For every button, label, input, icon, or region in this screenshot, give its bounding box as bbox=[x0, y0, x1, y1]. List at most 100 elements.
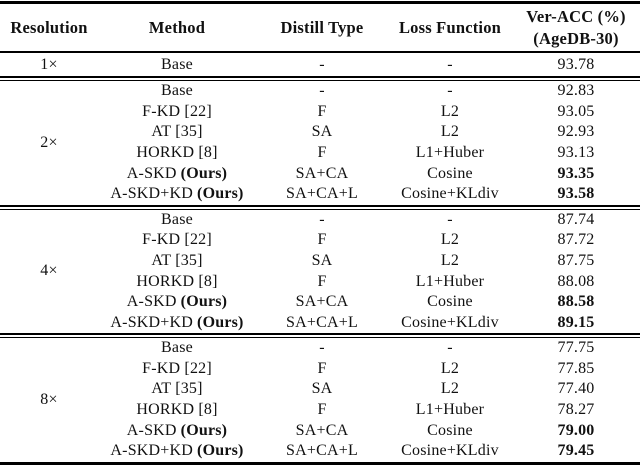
section-divider-rule bbox=[0, 333, 640, 338]
loss-function-cell: L2 bbox=[440, 359, 460, 377]
method-cell: A-SKD (Ours) bbox=[98, 165, 256, 183]
method-name: A-SKD+KD bbox=[110, 442, 194, 460]
loss-function-cell: L1+Huber bbox=[415, 401, 485, 419]
header-ver-acc: Ver-ACC (%) (AgeDB-30) bbox=[512, 6, 640, 50]
loss-function-cell: Cosine+KLdiv bbox=[401, 185, 499, 203]
loss-function-cell: L2 bbox=[440, 102, 460, 120]
section-divider-rule bbox=[0, 204, 640, 210]
method-cell: Base bbox=[98, 56, 256, 74]
table-row: A-SKD+KD (Ours) SA+CA+L Cosine+KLdiv 79.45 bbox=[98, 441, 640, 462]
table-row: F-KD [22] F L2 87.72 bbox=[98, 230, 640, 251]
loss-function-cell: L1+Huber bbox=[415, 272, 485, 290]
loss-function-cell: - bbox=[447, 82, 453, 100]
table-row: Base - - 77.75 bbox=[98, 338, 640, 359]
distill-type-cell: SA+CA+L bbox=[286, 313, 358, 331]
table-row: Base - - 92.83 bbox=[98, 81, 640, 102]
resolution-section: 4× Base - - 87.74 F-KD [22] F L2 87.72 AT [35] SA L… bbox=[0, 210, 640, 334]
distill-type-cell: SA bbox=[311, 251, 333, 269]
resolution-section: 1× Base - - 93.78 bbox=[0, 53, 640, 76]
method-name: F-KD [22] bbox=[142, 102, 212, 120]
method-ours-suffix: (Ours) bbox=[180, 421, 228, 439]
loss-function-cell: - bbox=[447, 210, 453, 228]
method-ours-suffix: (Ours) bbox=[197, 313, 244, 331]
loss-function-cell: Cosine bbox=[427, 164, 473, 182]
distill-type-cell: - bbox=[319, 55, 325, 73]
resolution-label: 1× bbox=[40, 55, 58, 73]
method-ours-suffix: (Ours) bbox=[197, 442, 244, 460]
header-distill-type: Distill Type bbox=[280, 17, 364, 37]
section-rows: Base - - 77.75 F-KD [22] F L2 77.85 AT [35] SA L2 7… bbox=[98, 338, 640, 462]
section-divider-rule bbox=[0, 76, 640, 81]
loss-function-cell: L1+Huber bbox=[415, 144, 485, 162]
loss-function-cell: - bbox=[447, 55, 453, 73]
method-cell: A-SKD (Ours) bbox=[98, 293, 256, 311]
ver-acc-cell: 93.58 bbox=[557, 185, 595, 203]
ver-acc-cell: 77.75 bbox=[557, 339, 595, 357]
method-cell: AT [35] bbox=[98, 252, 256, 270]
ver-acc-cell: 77.40 bbox=[557, 380, 595, 398]
distill-type-cell: - bbox=[319, 210, 325, 228]
method-name: HORKD [8] bbox=[136, 272, 218, 290]
method-cell: HORKD [8] bbox=[98, 144, 256, 162]
method-cell: Base bbox=[98, 82, 256, 100]
table-row: A-SKD (Ours) SA+CA Cosine 79.00 bbox=[98, 420, 640, 441]
ver-acc-cell: 78.27 bbox=[557, 401, 595, 419]
method-name: F-KD [22] bbox=[142, 359, 212, 377]
ver-acc-cell: 93.78 bbox=[557, 55, 595, 73]
method-name: Base bbox=[161, 82, 193, 100]
header-ver-acc-line2: (AgeDB-30) bbox=[533, 28, 619, 48]
header-resolution: Resolution bbox=[10, 17, 88, 37]
ver-acc-cell: 87.75 bbox=[557, 251, 595, 269]
table-row: AT [35] SA L2 92.93 bbox=[98, 122, 640, 143]
ver-acc-cell: 77.85 bbox=[557, 359, 595, 377]
section-rows: Base - - 87.74 F-KD [22] F L2 87.72 AT [35] SA L2 8… bbox=[98, 210, 640, 334]
distill-type-cell: SA+CA bbox=[295, 421, 349, 439]
distill-type-cell: - bbox=[319, 82, 325, 100]
section-rows: Base - - 92.83 F-KD [22] F L2 93.05 AT [35] SA L2 9… bbox=[98, 81, 640, 205]
table-row: Base - - 93.78 bbox=[98, 53, 640, 76]
method-name: AT [35] bbox=[151, 380, 203, 398]
distill-type-cell: SA+CA+L bbox=[286, 185, 358, 203]
method-ours-suffix: (Ours) bbox=[197, 185, 244, 203]
table-row: AT [35] SA L2 87.75 bbox=[98, 251, 640, 272]
method-cell: F-KD [22] bbox=[98, 103, 256, 121]
table-row: HORKD [8] F L1+Huber 78.27 bbox=[98, 400, 640, 421]
method-name: F-KD [22] bbox=[142, 231, 212, 249]
distill-type-cell: - bbox=[319, 339, 325, 357]
table-row: A-SKD+KD (Ours) SA+CA+L Cosine+KLdiv 89.15 bbox=[98, 312, 640, 333]
table-row: A-SKD+KD (Ours) SA+CA+L Cosine+KLdiv 93.58 bbox=[98, 184, 640, 205]
method-name: HORKD [8] bbox=[136, 401, 218, 419]
header-ver-acc-line1: Ver-ACC (%) bbox=[526, 6, 626, 26]
method-ours-suffix: (Ours) bbox=[180, 293, 228, 311]
method-cell: HORKD [8] bbox=[98, 401, 256, 419]
method-name: A-SKD+KD bbox=[110, 313, 194, 331]
loss-function-cell: - bbox=[447, 339, 453, 357]
header-loss-function: Loss Function bbox=[398, 17, 502, 37]
resolution-label: 2× bbox=[40, 133, 58, 151]
ver-acc-cell: 89.15 bbox=[557, 313, 595, 331]
loss-function-cell: L2 bbox=[440, 123, 460, 141]
method-cell: A-SKD (Ours) bbox=[98, 422, 256, 440]
ver-acc-cell: 93.35 bbox=[557, 164, 595, 182]
table-row: A-SKD (Ours) SA+CA Cosine 88.58 bbox=[98, 292, 640, 313]
ver-acc-cell: 88.58 bbox=[557, 293, 595, 311]
resolution-label: 8× bbox=[40, 390, 58, 408]
method-name: AT [35] bbox=[151, 251, 203, 269]
method-cell: AT [35] bbox=[98, 380, 256, 398]
loss-function-cell: L2 bbox=[440, 231, 460, 249]
loss-function-cell: Cosine bbox=[427, 421, 473, 439]
method-name: Base bbox=[161, 55, 193, 73]
table-row: F-KD [22] F L2 77.85 bbox=[98, 359, 640, 380]
method-name: Base bbox=[161, 339, 193, 357]
loss-function-cell: Cosine+KLdiv bbox=[401, 313, 499, 331]
method-cell: A-SKD+KD (Ours) bbox=[98, 185, 256, 203]
table-row: A-SKD (Ours) SA+CA Cosine 93.35 bbox=[98, 163, 640, 184]
distill-type-cell: F bbox=[317, 272, 327, 290]
distill-type-cell: F bbox=[317, 359, 327, 377]
method-name: AT [35] bbox=[151, 123, 203, 141]
method-cell: HORKD [8] bbox=[98, 273, 256, 291]
method-cell: F-KD [22] bbox=[98, 231, 256, 249]
distill-type-cell: F bbox=[317, 102, 327, 120]
distill-type-cell: SA bbox=[311, 123, 333, 141]
